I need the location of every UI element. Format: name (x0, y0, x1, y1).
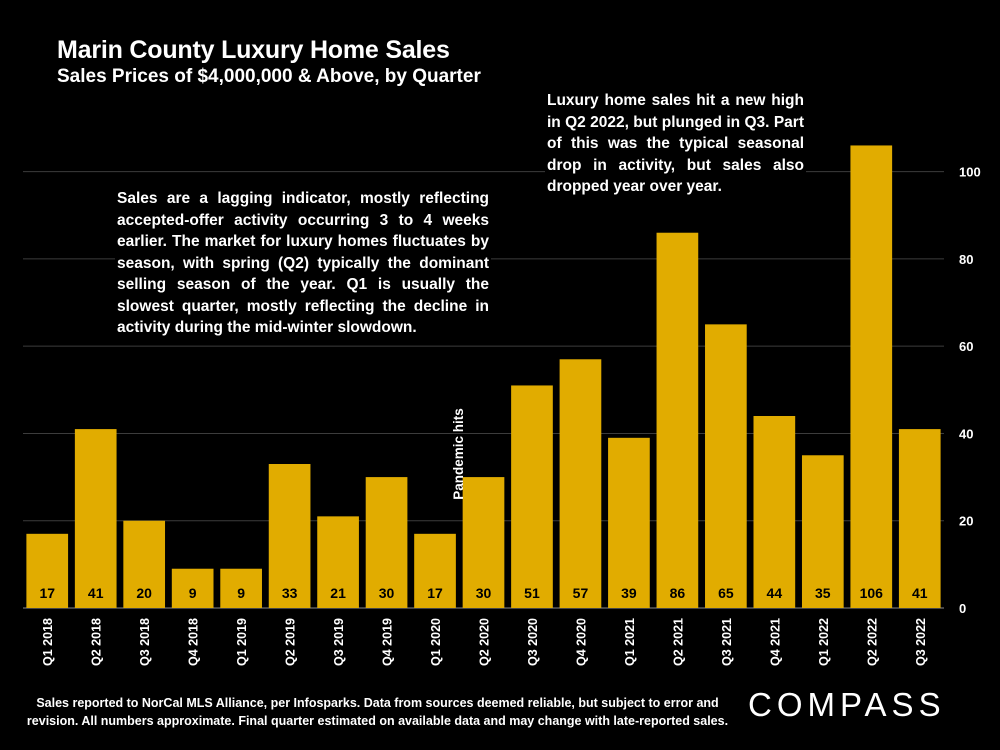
bar (462, 477, 505, 608)
seasonality-note: Sales are a lagging indicator, mostly re… (115, 188, 491, 339)
x-axis-ticks: Q1 2018 Q2 2018 Q3 2018 Q4 2018 Q1 2019 Q2 20… (41, 618, 928, 666)
x-tick-label: Q4 2020 (574, 618, 588, 666)
bar (317, 516, 359, 608)
bar (220, 568, 262, 608)
chart-subtitle: Sales Prices of $4,000,000 & Above, by Q… (57, 66, 481, 87)
bar-value-label: 33 (282, 585, 298, 601)
source-footnote: Sales reported to NorCal MLS Alliance, p… (26, 696, 729, 728)
bar (753, 416, 796, 608)
bar-value-label: 21 (330, 585, 346, 601)
bar (801, 455, 844, 608)
x-tick-label: Q2 2019 (284, 618, 298, 666)
bar-value-label: 39 (621, 585, 637, 601)
x-tick-label: Q1 2020 (429, 618, 443, 666)
x-tick-label: Q3 2022 (914, 618, 928, 666)
y-tick-label: 40 (959, 426, 973, 441)
x-tick-label: Q1 2018 (41, 618, 55, 666)
y-tick-label: 100 (959, 165, 981, 180)
bar-value-label: 17 (39, 585, 55, 601)
bar (26, 533, 69, 608)
x-tick-label: Q3 2019 (332, 618, 346, 666)
pandemic-annotation: Pandemic hits (451, 408, 466, 500)
x-tick-label: Q1 2021 (623, 618, 637, 666)
bar (268, 464, 311, 608)
bar (898, 429, 941, 608)
x-tick-label: Q2 2022 (865, 618, 879, 666)
x-tick-label: Q3 2018 (138, 618, 152, 666)
x-tick-label: Q2 2018 (90, 618, 104, 666)
data-labels: 17 41 20 9 9 33 21 30 17 30 51 57 39 86 65 44 35 106 41 (39, 585, 927, 601)
x-tick-label: Q4 2019 (381, 618, 395, 666)
compass-logo: COMPASS (748, 686, 946, 723)
x-tick-label: Q3 2020 (526, 618, 540, 666)
bar (365, 477, 408, 608)
bar-value-label: 65 (718, 585, 734, 601)
x-tick-label: Q3 2021 (720, 618, 734, 666)
bar-value-label: 9 (237, 585, 245, 601)
bar-value-label: 41 (88, 585, 104, 601)
y-axis-ticks: 0 20 40 60 80 100 (959, 165, 981, 616)
bar-value-label: 30 (476, 585, 492, 601)
chart-title: Marin County Luxury Home Sales (57, 36, 450, 64)
bar (608, 437, 650, 608)
bar-value-label: 51 (524, 585, 540, 601)
bars (26, 145, 941, 609)
bar (414, 533, 456, 608)
bar-value-label: 9 (189, 585, 197, 601)
bar-value-label: 35 (815, 585, 831, 601)
bar-value-label: 30 (379, 585, 395, 601)
x-tick-label: Q4 2021 (768, 618, 782, 666)
x-tick-label: Q4 2018 (187, 618, 201, 666)
x-tick-label: Q2 2021 (671, 618, 685, 666)
bar-value-label: 20 (136, 585, 152, 601)
y-tick-label: 80 (959, 252, 973, 267)
y-tick-label: 20 (959, 514, 973, 529)
x-tick-label: Q2 2020 (478, 618, 492, 666)
bar (171, 568, 214, 608)
bar (705, 324, 747, 608)
bar-value-label: 57 (573, 585, 589, 601)
y-tick-label: 60 (959, 339, 973, 354)
bar-value-label: 86 (670, 585, 686, 601)
bar-value-label: 17 (427, 585, 443, 601)
bar-value-label: 44 (767, 585, 783, 601)
bar (123, 520, 166, 608)
x-tick-label: Q1 2019 (235, 618, 249, 666)
record-high-note: Luxury home sales hit a new high in Q2 2… (545, 90, 806, 202)
bar (559, 359, 602, 608)
bar-value-label: 41 (912, 585, 928, 601)
bar (850, 145, 893, 609)
bar (74, 429, 117, 608)
x-tick-label: Q1 2022 (817, 618, 831, 666)
bar (511, 385, 553, 608)
bar-value-label: 106 (860, 585, 884, 601)
y-tick-label: 0 (959, 601, 966, 616)
bar (656, 232, 699, 608)
